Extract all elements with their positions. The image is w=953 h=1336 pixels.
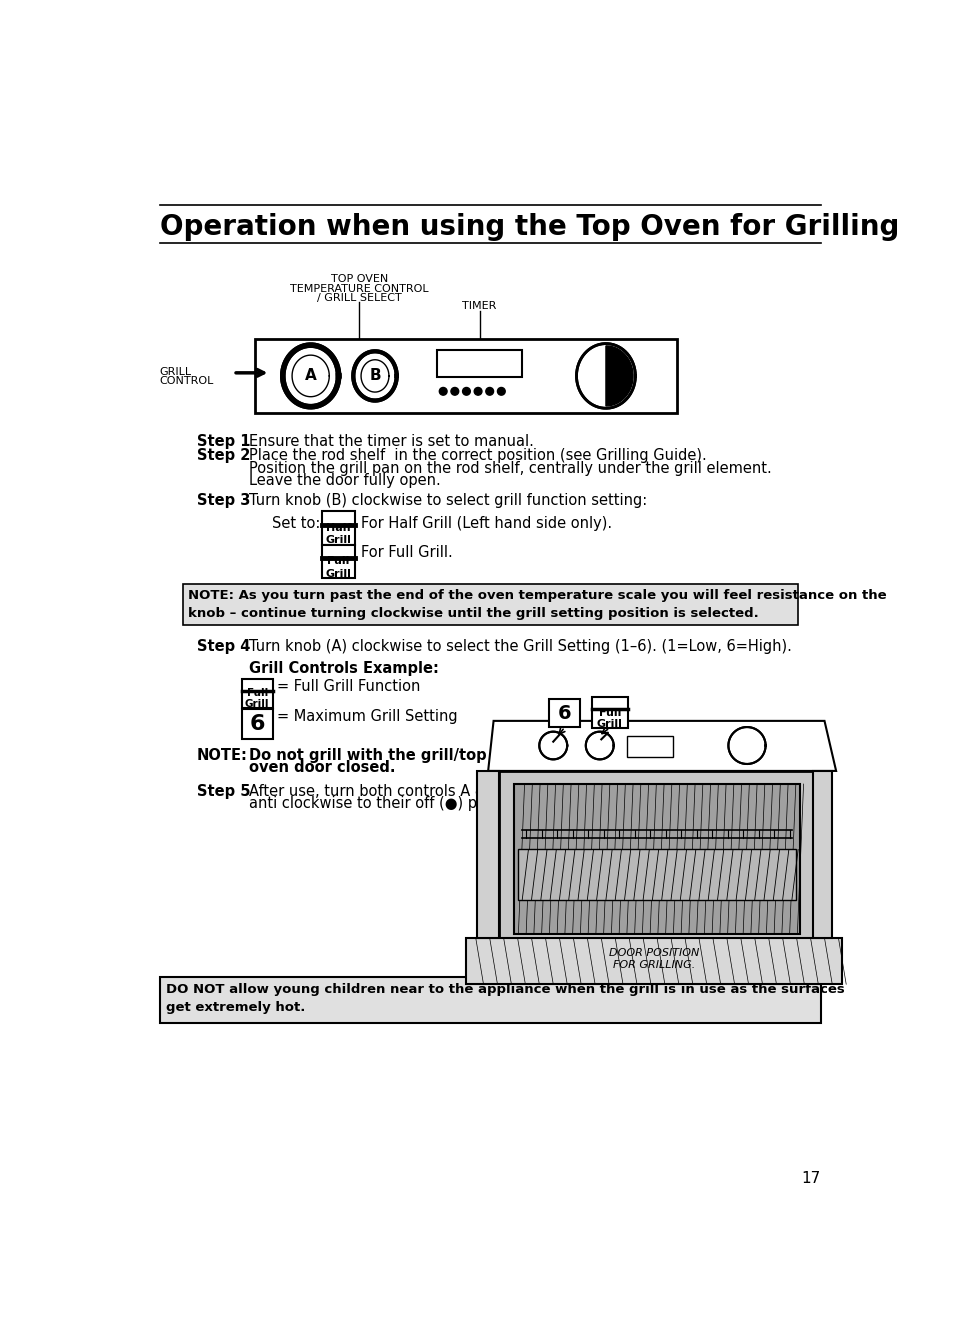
- Text: / GRILL SELECT: / GRILL SELECT: [316, 293, 401, 303]
- Polygon shape: [728, 727, 765, 764]
- Polygon shape: [812, 771, 831, 938]
- Text: Operation when using the Top Oven for Grilling: Operation when using the Top Oven for Gr…: [159, 212, 898, 240]
- Polygon shape: [282, 345, 338, 406]
- Text: TEMPERATURE CONTROL: TEMPERATURE CONTROL: [290, 283, 428, 294]
- Text: = Maximum Grill Setting: = Maximum Grill Setting: [277, 709, 457, 724]
- Text: Step 3: Step 3: [196, 493, 250, 508]
- Text: Step 2: Step 2: [196, 449, 250, 464]
- Bar: [159, 977, 820, 1023]
- Bar: [322, 510, 355, 545]
- Polygon shape: [538, 732, 567, 759]
- Text: Turn knob (B) clockwise to select grill function setting:: Turn knob (B) clockwise to select grill …: [249, 493, 646, 508]
- Text: A: A: [304, 369, 316, 383]
- Polygon shape: [605, 346, 633, 406]
- Polygon shape: [466, 938, 841, 985]
- Text: Full
Grill: Full Grill: [245, 688, 269, 709]
- Text: NOTE:: NOTE:: [196, 748, 248, 763]
- Text: NOTE: As you turn past the end of the oven temperature scale you will feel resis: NOTE: As you turn past the end of the ov…: [188, 589, 886, 620]
- Circle shape: [474, 387, 481, 395]
- Text: 6: 6: [558, 704, 571, 723]
- Text: anti clockwise to their off (●) position.: anti clockwise to their off (●) position…: [249, 796, 530, 811]
- Text: Turn knob (A) clockwise to select the Grill Setting (1–6). (1=Low, 6=High).: Turn knob (A) clockwise to select the Gr…: [249, 639, 791, 655]
- Bar: [436, 350, 521, 378]
- Bar: [498, 771, 812, 938]
- Polygon shape: [517, 850, 795, 899]
- Text: GRILL: GRILL: [159, 366, 192, 377]
- Text: = Full Grill Function: = Full Grill Function: [277, 679, 420, 693]
- Bar: [626, 736, 673, 758]
- Text: For Full Grill.: For Full Grill.: [360, 545, 453, 560]
- Text: Set to:: Set to:: [272, 516, 320, 530]
- Circle shape: [497, 387, 505, 395]
- Text: Place the rod shelf  in the correct position (see Grilling Guide).: Place the rod shelf in the correct posit…: [249, 449, 705, 464]
- Bar: [592, 697, 627, 728]
- Bar: [254, 339, 677, 413]
- Bar: [183, 584, 798, 625]
- Polygon shape: [576, 343, 635, 409]
- Circle shape: [439, 387, 447, 395]
- Text: TOP OVEN: TOP OVEN: [331, 274, 388, 285]
- Text: Position the grill pan on the rod shelf, centrally under the grill element.: Position the grill pan on the rod shelf,…: [249, 461, 771, 476]
- Text: Half
Grill: Half Grill: [325, 522, 351, 545]
- Text: Leave the door fully open.: Leave the door fully open.: [249, 473, 440, 488]
- Text: Step 1: Step 1: [196, 434, 250, 449]
- Circle shape: [485, 387, 493, 395]
- Text: Ensure that the timer is set to manual.: Ensure that the timer is set to manual.: [249, 434, 533, 449]
- Text: TIMER: TIMER: [462, 301, 497, 311]
- Text: DO NOT allow young children near to the appliance when the grill is in use as th: DO NOT allow young children near to the …: [166, 983, 843, 1014]
- Circle shape: [451, 387, 458, 395]
- Bar: [241, 679, 273, 708]
- Circle shape: [462, 387, 470, 395]
- Polygon shape: [585, 732, 613, 759]
- Bar: [549, 699, 579, 727]
- Polygon shape: [488, 721, 835, 771]
- Bar: [241, 709, 273, 739]
- Text: Step 5: Step 5: [196, 784, 250, 799]
- Text: Step 4: Step 4: [196, 639, 250, 655]
- Text: For Half Grill (Left hand side only).: For Half Grill (Left hand side only).: [360, 516, 612, 530]
- Text: Grill Controls Example:: Grill Controls Example:: [249, 661, 438, 676]
- Bar: [322, 545, 355, 578]
- Bar: [514, 784, 799, 934]
- Text: oven door closed.: oven door closed.: [249, 760, 395, 775]
- Text: Full
Grill: Full Grill: [325, 557, 351, 578]
- Text: Full
Grill: Full Grill: [597, 708, 622, 729]
- Text: DOOR POSITION
FOR GRILLING.: DOOR POSITION FOR GRILLING.: [608, 947, 699, 970]
- Text: B: B: [369, 369, 380, 383]
- Polygon shape: [476, 771, 498, 938]
- Text: Do not grill with the grill/top: Do not grill with the grill/top: [249, 748, 486, 763]
- Text: 6: 6: [249, 713, 265, 733]
- Text: After use, turn both controls A & B: After use, turn both controls A & B: [249, 784, 500, 799]
- Text: CONTROL: CONTROL: [159, 375, 213, 386]
- Text: 17: 17: [801, 1172, 820, 1186]
- Polygon shape: [353, 351, 396, 401]
